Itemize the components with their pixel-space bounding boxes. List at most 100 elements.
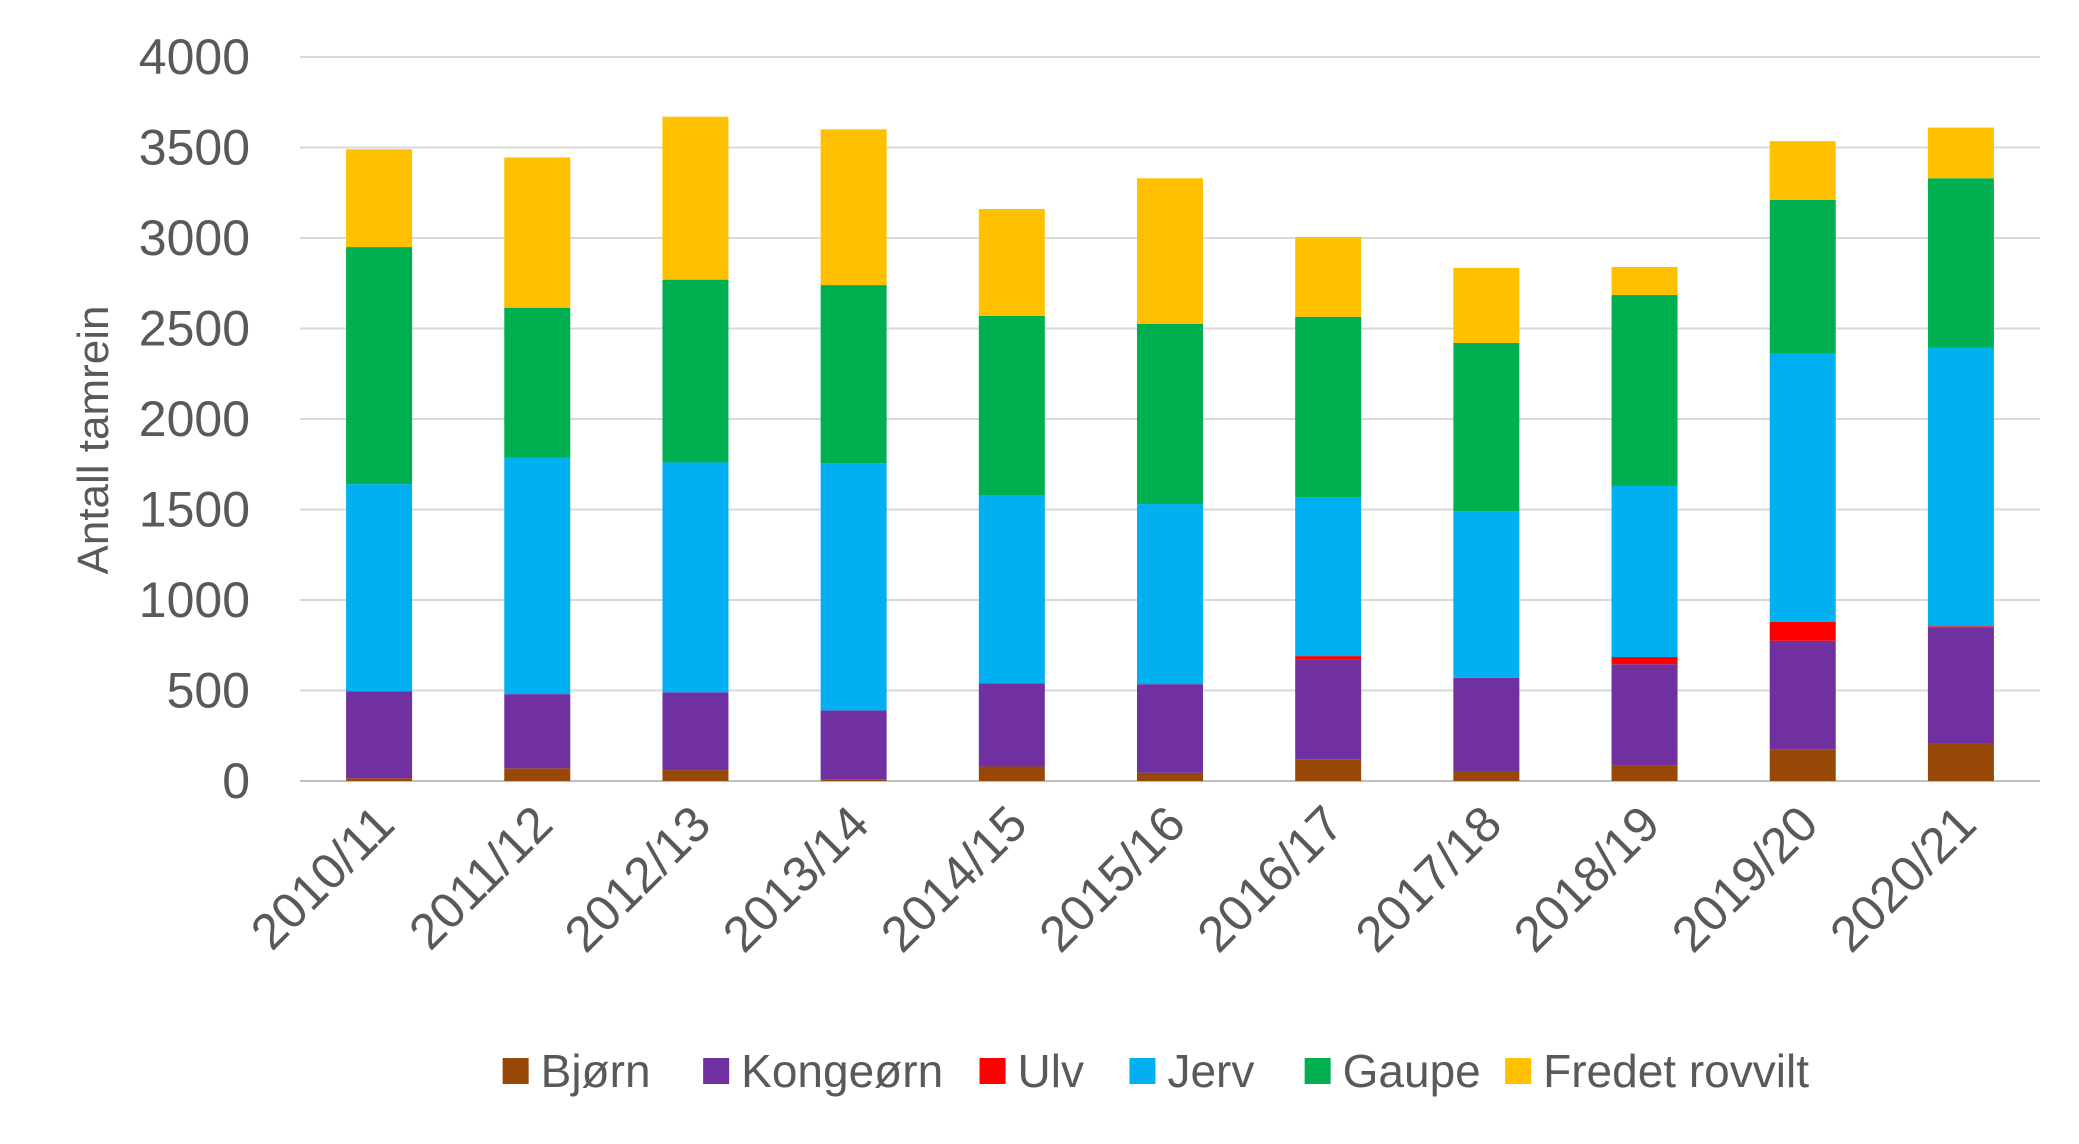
bar-2011-12-bj-rn [504,768,571,781]
legend-swatch-jerv [1129,1058,1156,1084]
legend-swatch-ulv [979,1058,1006,1084]
bar-2016-17-bj-rn [1295,759,1362,781]
bar-2020-21-jerv [1927,347,1994,627]
x-tick-label-2017-18: 2017/18 [1345,795,1512,962]
legend-item-gaupe: Gaupe [1304,1045,1481,1097]
bar-2017-18-bj-rn [1453,771,1520,781]
bar-2011-12-konge-rn [504,694,571,769]
bar-2017-18-konge-rn [1453,677,1520,772]
bar-2019-20-konge-rn [1769,640,1836,750]
bar-2016-17-ulv [1295,656,1362,660]
bar-2015-16-konge-rn [1137,684,1203,773]
bar-2011-12-gaupe [504,307,571,458]
bar-2011-12-jerv [504,457,571,695]
bar-2015-16-jerv [1137,504,1203,685]
legend-label-jerv: Jerv [1167,1045,1254,1097]
bar-2020-21-bj-rn [1927,743,1994,781]
legend-label-gaupe: Gaupe [1343,1045,1481,1097]
bar-2019-20-fredet-rovvilt [1769,141,1836,200]
y-tick-label-1000: 1000 [139,572,250,628]
x-tick-label-2010-11: 2010/11 [240,795,405,960]
bar-2011-12-fredet-rovvilt [504,157,571,308]
y-tick-label-4000: 4000 [139,29,250,85]
x-tick-label-2016-17: 2016/17 [1187,795,1354,962]
bar-2012-13-gaupe [662,279,729,463]
bar-2019-20-bj-rn [1769,749,1836,781]
bar-2013-14-jerv [820,463,887,711]
y-axis-title: Antall tamrein [69,305,118,574]
y-tick-label-0: 0 [222,753,250,809]
bar-2018-19-ulv [1611,657,1678,665]
bar-2018-19-gaupe [1611,295,1678,486]
bar-2012-13-bj-rn [662,770,729,781]
x-tick-label-2018-19: 2018/19 [1503,795,1670,962]
legend-label-bj-rn: Bjørn [541,1045,651,1097]
x-tick-label-2019-20: 2019/20 [1661,795,1828,962]
bar-2020-21-fredet-rovvilt [1927,127,1994,179]
bar-2016-17-fredet-rovvilt [1295,237,1362,317]
bar-2014-15-gaupe [978,315,1045,496]
bar-2015-16-gaupe [1137,323,1203,505]
bar-2012-13-fredet-rovvilt [662,116,729,280]
bar-2019-20-jerv [1769,353,1836,622]
legend: Bjørn Kongeørn Ulv Jerv Gaupe Fredet rovvilt [502,1045,1809,1097]
legend-swatch-gaupe [1304,1058,1331,1084]
bar-2018-19-jerv [1611,485,1678,658]
axes: 050010001500200025003000350040002010/112… [139,29,1987,963]
legend-label-fredet-rovvilt: Fredet rovvilt [1543,1045,1809,1097]
bar-2017-18-gaupe [1453,342,1520,512]
bar-2010-11-jerv [346,484,413,692]
legend-swatch-konge-rn [703,1058,730,1084]
bar-2014-15-jerv [978,495,1045,684]
bar-2013-14-bj-rn [820,779,887,781]
bar-2014-15-fredet-rovvilt [978,209,1045,316]
bar-2010-11-fredet-rovvilt [346,149,413,248]
y-tick-label-2500: 2500 [139,301,250,357]
bar-2013-14-gaupe [820,285,887,464]
bar-2012-13-jerv [662,462,729,693]
bars [346,116,1994,781]
bar-2019-20-ulv [1769,621,1836,641]
y-tick-label-3500: 3500 [139,120,250,176]
x-tick-label-2011-12: 2011/12 [398,795,563,960]
bar-2014-15-konge-rn [978,683,1045,767]
bar-2020-21-ulv [1927,626,1994,628]
bar-2017-18-fredet-rovvilt [1453,267,1520,343]
bar-2016-17-jerv [1295,497,1362,657]
y-tick-label-1500: 1500 [139,482,250,538]
bar-2010-11-konge-rn [346,691,413,779]
bar-2013-14-fredet-rovvilt [820,129,887,286]
bar-2010-11-bj-rn [346,778,413,781]
legend-swatch-fredet-rovvilt [1505,1058,1532,1084]
bar-2017-18-jerv [1453,511,1520,678]
bar-2018-19-fredet-rovvilt [1611,266,1678,296]
bar-2020-21-gaupe [1927,178,1994,348]
bar-2016-17-konge-rn [1295,659,1362,760]
legend-item-bj-rn: Bjørn [502,1045,651,1097]
x-tick-label-2015-16: 2015/16 [1028,795,1195,962]
x-tick-label-2014-15: 2014/15 [870,795,1037,962]
bar-2014-15-bj-rn [978,766,1045,781]
legend-swatch-bj-rn [502,1058,529,1084]
legend-label-ulv: Ulv [1018,1045,1084,1097]
bar-2019-20-gaupe [1769,199,1836,354]
bar-2013-14-konge-rn [820,710,887,780]
bar-2010-11-gaupe [346,247,413,485]
x-tick-label-2020-21: 2020/21 [1819,795,1986,962]
bar-2018-19-konge-rn [1611,664,1678,766]
bar-2012-13-konge-rn [662,692,729,771]
legend-item-jerv: Jerv [1129,1045,1254,1097]
bar-2016-17-gaupe [1295,316,1362,498]
y-tick-label-2000: 2000 [139,391,250,447]
legend-item-ulv: Ulv [979,1045,1084,1097]
bar-2020-21-konge-rn [1927,627,1994,744]
bar-2015-16-bj-rn [1137,772,1203,781]
y-tick-label-500: 500 [167,663,250,719]
legend-item-konge-rn: Kongeørn [703,1045,943,1097]
x-tick-label-2012-13: 2012/13 [554,795,721,962]
bar-2018-19-bj-rn [1611,765,1678,781]
y-tick-label-3000: 3000 [139,210,250,266]
legend-label-konge-rn: Kongeørn [741,1045,943,1097]
